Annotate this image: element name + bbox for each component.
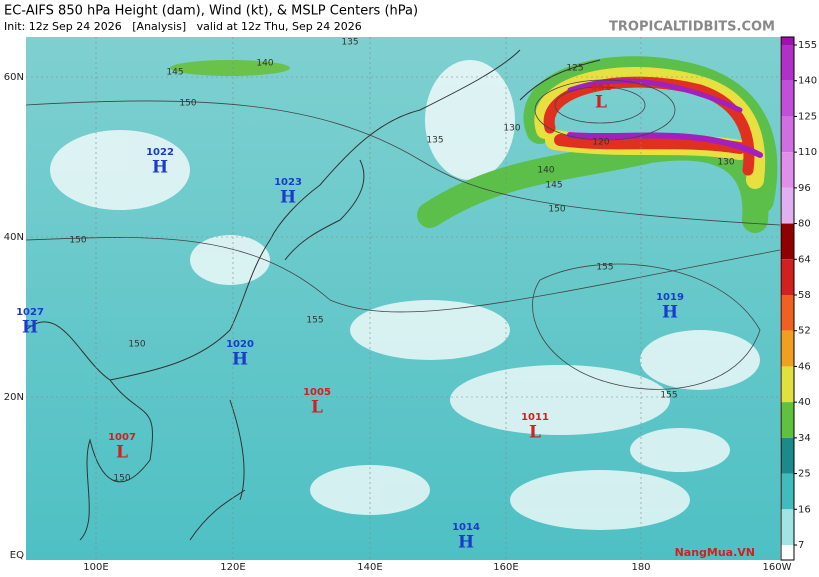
colorbar-band [781,152,794,188]
colorbar-band [781,509,794,545]
colorbar-frame [780,36,795,561]
colorbar-label: 155 [798,40,817,51]
coastlines [25,49,601,541]
contour-label: 120 [592,138,609,148]
colorbar-band [781,259,794,295]
lat-label: 60N [4,72,24,83]
contour-label: 135 [341,38,358,48]
center-symbol: H [662,303,678,323]
pressure-value: 1011 [521,412,549,423]
colorbar-label: 34 [798,433,811,444]
contour-label: 145 [545,181,562,191]
center-symbol: L [311,398,323,418]
contour-label: 140 [537,166,554,176]
colorbar-band [781,45,794,81]
colorbar-label: 52 [798,326,811,337]
contour-label: 150 [548,205,565,215]
colorbar-label: 16 [798,504,811,515]
lon-label: 180 [631,562,650,573]
colorbar-label: 140 [798,76,817,87]
pressure-value: 961 [591,82,612,93]
grid [26,37,780,560]
contour-label: 155 [306,316,323,326]
lon-label: 100E [83,562,108,573]
site-name[interactable]: TROPICALTIDBITS.COM [609,20,775,35]
colorbar-label: 7 [798,540,804,551]
colorbar-band [781,545,794,560]
colorbar-band [781,37,794,45]
colorbar-band [781,116,794,153]
center-symbol: H [280,188,296,208]
colorbar-label: 80 [798,219,811,230]
contour-label: 145 [166,68,183,78]
lon-label: 120E [220,562,245,573]
contour-label: 155 [596,263,613,273]
contour-label: 150 [113,474,130,484]
colorbar-label: 64 [798,254,811,265]
colorbar-band [781,366,794,403]
init-line: Init: 12z Sep 24 2026 [Analysis] valid a… [4,20,362,33]
pressure-value: 1020 [226,339,254,350]
colorbar-band [781,187,794,224]
pressure-value: 1005 [303,387,331,398]
pressure-value: 1007 [108,432,136,443]
pressure-value: 1022 [146,147,174,158]
center-symbol: H [22,318,38,338]
jet-patch [170,60,290,76]
colorbar-label: 40 [798,397,811,408]
colorbar-band [781,473,794,510]
title: EC-AIFS 850 hPa Height (dam), Wind (kt),… [4,4,418,19]
colorbar-label: 46 [798,361,811,372]
center-symbol: H [458,533,474,553]
lon-label: 140E [357,562,382,573]
colorbar-label: 125 [798,111,817,122]
center-symbol: L [529,423,541,443]
contour-label: 150 [69,236,86,246]
contour-label: 155 [660,391,677,401]
pressure-value: 1019 [656,292,684,303]
colorbar-band [781,223,794,260]
contour-label: 150 [128,340,145,350]
jet-stream [417,56,778,233]
colorbar-label: 96 [798,183,811,194]
contour-label: 125 [566,64,583,74]
colorbar-label: 110 [798,147,817,158]
colorbar-band [781,80,794,117]
contour-label: 130 [503,124,520,134]
colorbar-label: 25 [798,469,811,480]
contour-label: 140 [256,59,273,69]
lon-label: 160E [493,562,518,573]
lat-label: EQ [10,550,24,561]
center-symbol: L [116,443,128,463]
watermark: NangMua.VN [675,546,755,559]
colorbar-band [781,330,794,367]
height-contours [25,79,781,390]
center-symbol: L [595,93,607,113]
lat-label: 20N [4,392,24,403]
colorbar-band [781,437,794,474]
contour-label: 150 [179,99,196,109]
lon-label: 160W [763,562,792,573]
pressure-value: 1027 [16,307,44,318]
contour-label: 130 [717,158,734,168]
pressure-value: 1014 [452,522,480,533]
map-area [25,37,781,560]
colorbar-band [781,295,794,331]
center-symbol: H [232,350,248,370]
contour-label: 135 [426,136,443,146]
wind-patches [50,60,760,530]
colorbar-band [781,402,794,438]
colorbar-label: 58 [798,290,811,301]
lat-label: 40N [4,232,24,243]
center-symbol: H [152,158,168,178]
pressure-value: 1023 [274,177,302,188]
